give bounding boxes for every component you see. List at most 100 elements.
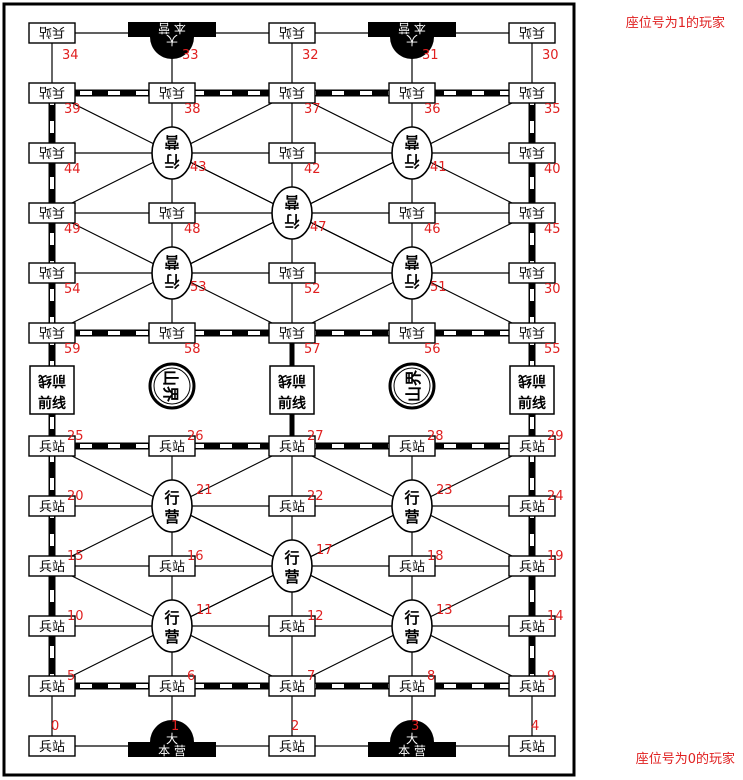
station-box [28,435,76,457]
station-node: 兵站 [28,735,76,757]
station-node: 兵站 [268,435,316,457]
camp-text-top: 行 [164,272,180,290]
position-number: 5 [67,669,75,684]
position-number: 30 [544,282,561,297]
station-node: 兵站 [508,555,556,577]
station-box [508,435,556,457]
frontline-text: 前线 [518,395,546,412]
station-node: 兵站 [28,615,76,637]
station-box [28,615,76,637]
station-text: 兵站 [399,204,425,219]
mountain-marker: 山界 [388,362,436,410]
position-number: 48 [184,222,201,237]
position-number: 19 [547,549,564,564]
position-number: 6 [187,669,195,684]
station-text: 兵站 [39,204,65,219]
camp-ellipse [151,246,193,300]
station-text: 兵站 [519,144,545,159]
station-node: 兵站 [28,202,76,224]
position-number: 40 [544,162,561,177]
camp-text-top: 行 [404,152,420,170]
station-text: 兵站 [279,500,305,515]
camp-ellipse [391,126,433,180]
position-number: 27 [307,429,324,444]
position-number: 56 [424,342,441,357]
position-number: 32 [302,48,319,63]
position-number: 37 [304,102,321,117]
camp-text-bottom: 营 [404,628,419,646]
road-line [171,565,293,627]
station-box [388,555,436,577]
position-number: 16 [187,549,204,564]
position-number: 30 [542,48,559,63]
road-line [171,152,293,214]
camp-text-top: 行 [283,549,299,567]
station-node: 兵站 [148,555,196,577]
station-node: 兵站 [148,82,196,104]
station-text: 兵站 [399,440,425,455]
position-number: 35 [544,102,561,117]
camp-node: 行营 [391,599,433,653]
station-text: 兵站 [159,84,185,99]
position-number: 22 [307,489,324,504]
camp-node: 行营 [151,246,193,300]
station-text: 兵站 [279,740,305,755]
station-text: 兵站 [519,440,545,455]
station-text: 兵站 [39,24,65,39]
camp-text-bottom: 营 [284,193,299,211]
station-node: 兵站 [268,262,316,284]
position-number: 36 [424,102,441,117]
camp-text-bottom: 营 [164,628,179,646]
station-node: 兵站 [268,322,316,344]
station-node: 兵站 [508,615,556,637]
station-box [388,202,436,224]
station-text: 兵站 [159,324,185,339]
position-number: 31 [422,48,439,63]
position-number: 18 [427,549,444,564]
frontline-text-flipped-1: 前线 [518,372,546,389]
station-text: 兵站 [39,144,65,159]
station-node: 兵站 [388,435,436,457]
position-number: 10 [67,609,84,624]
road-line [171,212,293,274]
board-positions: 兵站大本 营兵站大本 营兵站兵站 兵站 兵站 兵站 兵站兵站行营兵站行营兵站兵站 兵站行营… [28,21,556,758]
seat-0-label: 座位号为0的玩家 [635,752,735,767]
station-node: 兵站 [508,322,556,344]
camp-ellipse [391,479,433,533]
position-number: 47 [310,220,327,235]
station-text: 兵站 [519,560,545,575]
station-text: 兵站 [399,560,425,575]
board-border [2,2,576,777]
station-node: 兵站 [388,555,436,577]
camp-text-top: 行 [164,152,180,170]
station-box [28,202,76,224]
position-number: 28 [427,429,444,444]
headquarters-text-bottom: 本 营 [398,21,426,35]
camp-ellipse [151,126,193,180]
station-node: 兵站 [388,675,436,697]
camp-node: 行营 [271,539,313,593]
station-node: 兵站 [508,675,556,697]
station-node: 兵站 [28,142,76,164]
position-number: 53 [190,280,207,295]
station-node: 兵站 [28,322,76,344]
station-text: 兵站 [519,204,545,219]
station-text: 兵站 [39,440,65,455]
station-text: 兵站 [39,264,65,279]
road-line [291,152,413,214]
station-box [268,322,316,344]
position-number: 39 [64,102,81,117]
headquarters-text-top: 大 [406,33,418,47]
station-node: 兵站 [508,735,556,757]
station-node: 兵站 [508,142,556,164]
station-node: 兵站 [268,495,316,517]
station-box [28,495,76,517]
station-text: 兵站 [519,24,545,39]
position-number: 12 [307,609,324,624]
position-number: 25 [67,429,84,444]
camp-ellipse [271,539,313,593]
position-number: 21 [196,483,213,498]
station-node: 兵站 [148,435,196,457]
camp-text-top: 行 [163,609,179,627]
